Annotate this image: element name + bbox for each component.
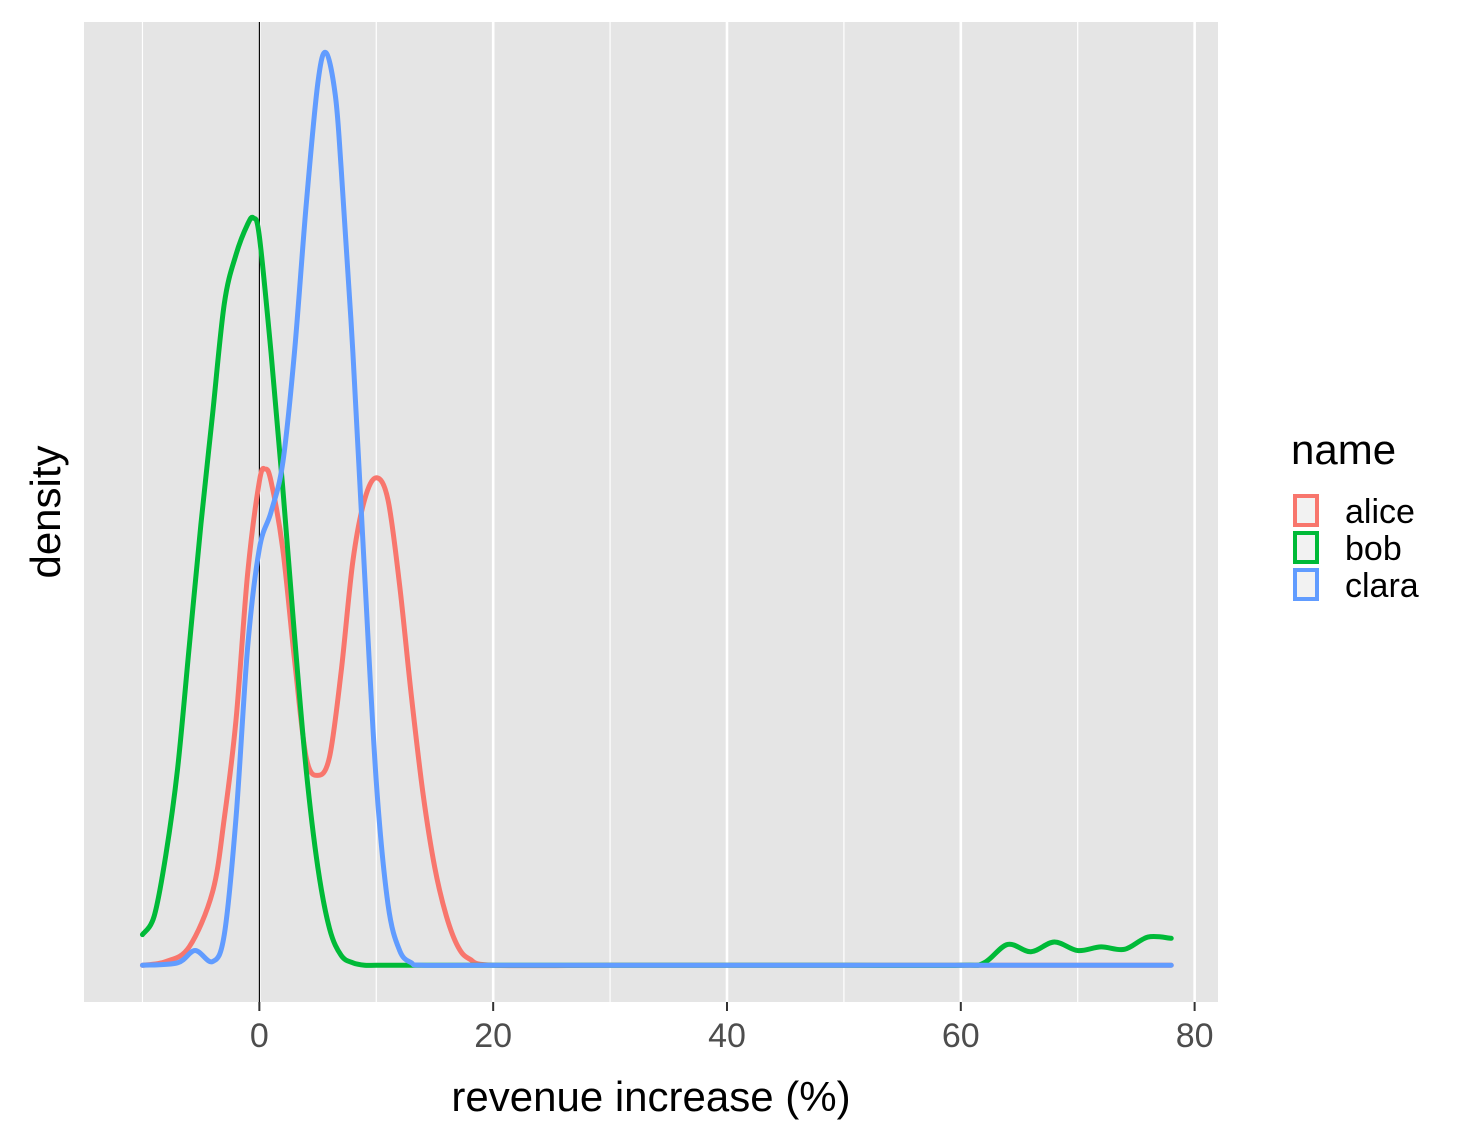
legend-label-alice: alice	[1345, 493, 1415, 531]
x-tick-label: 80	[1176, 1017, 1214, 1055]
series-line-bob	[139, 214, 1174, 968]
x-axis-tick-labels: 0 20 40 60 80	[250, 1017, 1214, 1055]
x-tick-label: 20	[474, 1017, 512, 1055]
x-axis-title: revenue increase (%)	[451, 1073, 850, 1120]
legend-title: name	[1291, 426, 1396, 473]
x-tick-label: 0	[250, 1017, 269, 1055]
x-tick-label: 40	[708, 1017, 746, 1055]
series-line-clara	[139, 49, 1174, 968]
legend-label-clara: clara	[1345, 567, 1419, 605]
x-tick-label: 60	[942, 1017, 980, 1055]
legend-label-bob: bob	[1345, 530, 1402, 568]
y-axis-title: density	[22, 445, 69, 578]
legend-key-clara	[1293, 568, 1319, 601]
legend-key-alice	[1293, 494, 1319, 527]
x-axis-ticks	[258, 1002, 1196, 1011]
density-lines	[139, 49, 1174, 969]
minor-gridlines	[141, 22, 1079, 1002]
legend-key-bob	[1293, 531, 1319, 564]
